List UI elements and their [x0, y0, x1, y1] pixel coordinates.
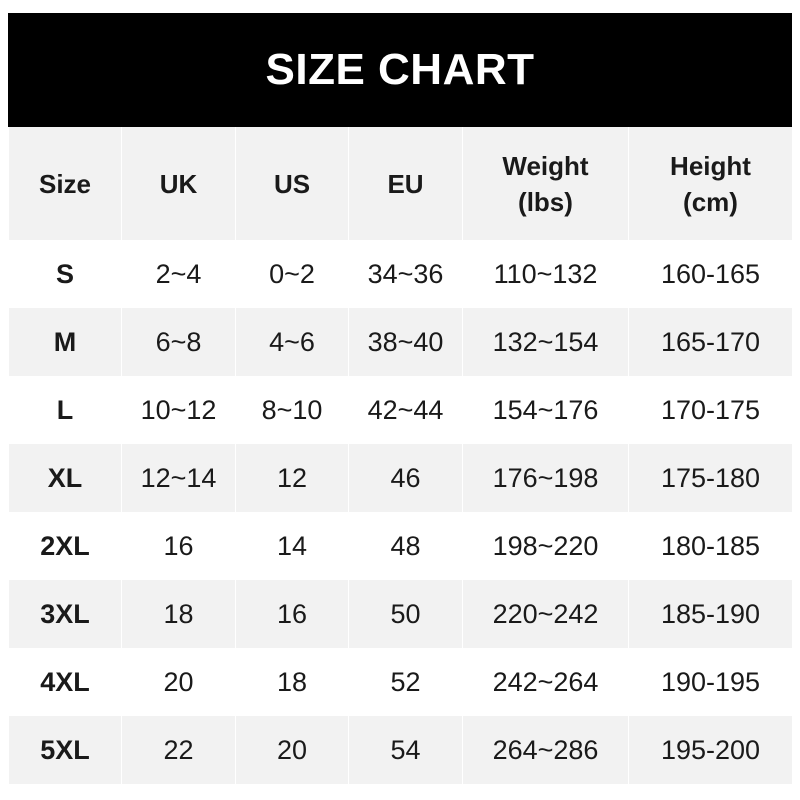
cell-uk: 6~8: [121, 308, 236, 376]
cell-us: 20: [235, 716, 349, 784]
header-unit: (cm): [683, 186, 738, 217]
table-row: 3XL 18 16 50 220~242 185-190: [8, 580, 793, 648]
header-label: Weight: [502, 150, 589, 181]
column-header-weight: Weight (lbs): [462, 127, 629, 240]
cell-height: 175-180: [628, 444, 793, 512]
table-row: M 6~8 4~6 38~40 132~154 165-170: [8, 308, 793, 376]
cell-weight: 176~198: [462, 444, 629, 512]
header-label: EU: [387, 168, 424, 199]
column-header-height: Height (cm): [628, 127, 793, 240]
cell-height: 170-175: [628, 376, 793, 444]
cell-eu: 48: [348, 512, 463, 580]
table-row: S 2~4 0~2 34~36 110~132 160-165: [8, 240, 793, 308]
cell-height: 190-195: [628, 648, 793, 716]
cell-eu: 38~40: [348, 308, 463, 376]
cell-uk: 20: [121, 648, 236, 716]
table-row: XL 12~14 12 46 176~198 175-180: [8, 444, 793, 512]
cell-height: 185-190: [628, 580, 793, 648]
cell-height: 160-165: [628, 240, 793, 308]
cell-height: 180-185: [628, 512, 793, 580]
column-header-size: Size: [8, 127, 122, 240]
cell-weight: 220~242: [462, 580, 629, 648]
cell-eu: 34~36: [348, 240, 463, 308]
size-chart-table: Size UK US EU Weight (lbs) Height (cm) S 2~4 0~2 3…: [8, 127, 793, 784]
cell-size: 4XL: [8, 648, 122, 716]
column-header-uk: UK: [121, 127, 236, 240]
cell-uk: 10~12: [121, 376, 236, 444]
header-label: Size: [38, 168, 92, 199]
cell-us: 16: [235, 580, 349, 648]
cell-size: 2XL: [8, 512, 122, 580]
header-unit: (lbs): [518, 186, 573, 217]
cell-uk: 22: [121, 716, 236, 784]
table-row: L 10~12 8~10 42~44 154~176 170-175: [8, 376, 793, 444]
table-row: 4XL 20 18 52 242~264 190-195: [8, 648, 793, 716]
cell-height: 195-200: [628, 716, 793, 784]
header-label: Height: [670, 150, 751, 181]
cell-size: L: [8, 376, 122, 444]
cell-size: 5XL: [8, 716, 122, 784]
cell-eu: 50: [348, 580, 463, 648]
cell-size: M: [8, 308, 122, 376]
cell-height: 165-170: [628, 308, 793, 376]
header-label: US: [273, 168, 311, 199]
cell-us: 12: [235, 444, 349, 512]
cell-us: 18: [235, 648, 349, 716]
cell-eu: 54: [348, 716, 463, 784]
column-header-eu: EU: [348, 127, 463, 240]
cell-weight: 110~132: [462, 240, 629, 308]
column-header-us: US: [235, 127, 349, 240]
header-row: Size UK US EU Weight (lbs) Height (cm): [8, 127, 793, 240]
cell-us: 14: [235, 512, 349, 580]
cell-weight: 242~264: [462, 648, 629, 716]
table-row: 2XL 16 14 48 198~220 180-185: [8, 512, 793, 580]
cell-uk: 2~4: [121, 240, 236, 308]
cell-eu: 52: [348, 648, 463, 716]
cell-weight: 264~286: [462, 716, 629, 784]
cell-uk: 18: [121, 580, 236, 648]
cell-size: 3XL: [8, 580, 122, 648]
cell-eu: 46: [348, 444, 463, 512]
cell-us: 8~10: [235, 376, 349, 444]
cell-us: 4~6: [235, 308, 349, 376]
cell-size: S: [8, 240, 122, 308]
cell-us: 0~2: [235, 240, 349, 308]
cell-weight: 132~154: [462, 308, 629, 376]
cell-eu: 42~44: [348, 376, 463, 444]
cell-uk: 16: [121, 512, 236, 580]
size-chart-title: SIZE CHART: [8, 13, 792, 127]
cell-weight: 154~176: [462, 376, 629, 444]
cell-size: XL: [8, 444, 122, 512]
header-label: UK: [159, 168, 198, 199]
cell-weight: 198~220: [462, 512, 629, 580]
table-row: 5XL 22 20 54 264~286 195-200: [8, 716, 793, 784]
cell-uk: 12~14: [121, 444, 236, 512]
